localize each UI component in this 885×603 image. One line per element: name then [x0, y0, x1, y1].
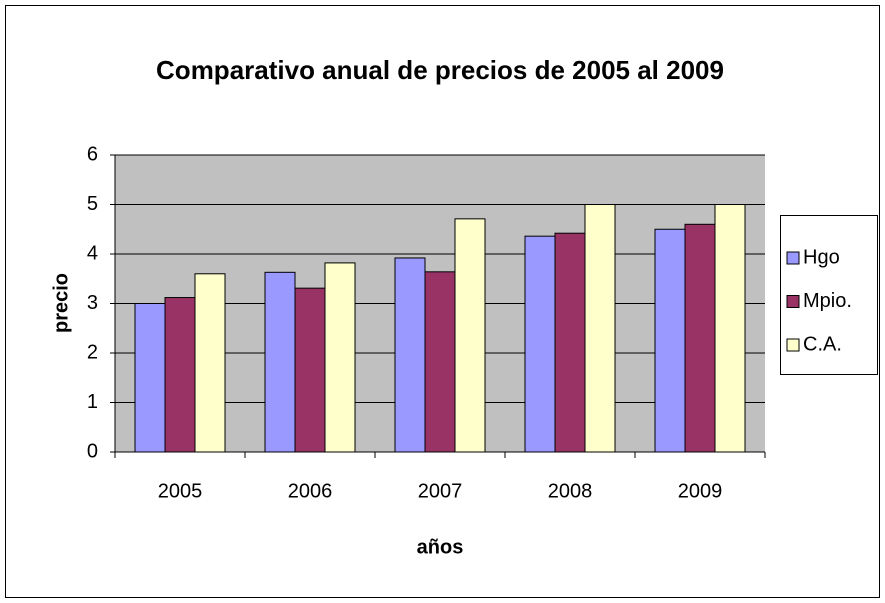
bar — [264, 271, 296, 453]
bar — [654, 228, 686, 453]
bar — [134, 303, 166, 453]
bar — [524, 235, 556, 453]
bar — [324, 262, 356, 453]
y-axis-label: precio — [50, 273, 72, 333]
legend-label: Hgo — [803, 246, 840, 268]
y-tick-label: 6 — [87, 143, 98, 165]
legend-swatch — [786, 338, 800, 352]
legend-swatch — [786, 295, 800, 308]
bar — [454, 218, 486, 453]
x-tick-label: 2007 — [418, 480, 463, 502]
bar — [294, 287, 326, 453]
y-tick-label: 3 — [87, 292, 98, 314]
bar — [394, 257, 426, 453]
legend-label: C.A. — [803, 333, 842, 355]
x-tick-label: 2005 — [158, 480, 203, 502]
bar — [194, 273, 226, 453]
x-tick-label: 2008 — [548, 480, 593, 502]
y-tick-label: 1 — [87, 391, 98, 413]
bar — [424, 271, 456, 453]
y-tick-label: 2 — [87, 341, 98, 363]
bar — [714, 204, 746, 453]
legend-label: Mpio. — [803, 290, 852, 312]
y-tick-label: 5 — [87, 193, 98, 215]
y-tick-label: 4 — [87, 242, 98, 264]
y-tick-label: 0 — [87, 440, 98, 462]
bar — [164, 297, 196, 453]
x-axis-label: años — [417, 536, 464, 558]
x-tick-label: 2009 — [678, 480, 723, 502]
bar — [554, 232, 586, 453]
x-tick-label: 2006 — [288, 480, 333, 502]
bar — [684, 223, 716, 453]
legend-swatch — [786, 251, 800, 265]
bar — [584, 204, 616, 453]
chart-title: Comparativo anual de precios de 2005 al … — [156, 55, 724, 85]
